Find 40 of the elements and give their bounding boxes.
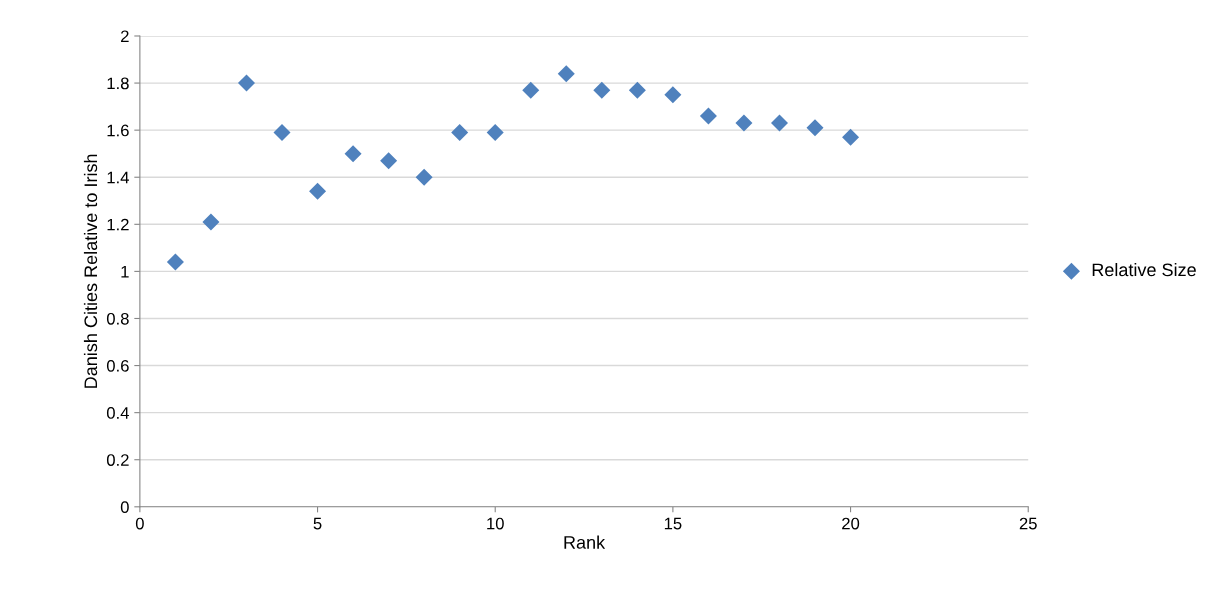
x-tick-label: 0 <box>135 517 144 530</box>
point <box>344 145 362 163</box>
y-tick-label: 0 <box>120 501 129 514</box>
y-tick-label: 0.4 <box>106 407 129 419</box>
point <box>237 74 255 92</box>
point <box>522 81 540 99</box>
point <box>202 213 220 231</box>
x-tick-label: 20 <box>842 517 860 530</box>
y-tick-label: 1.2 <box>107 218 129 231</box>
point <box>664 86 682 104</box>
point <box>451 124 469 142</box>
point <box>770 114 788 132</box>
point <box>628 81 646 99</box>
point <box>699 107 717 125</box>
y-tick-label: 1.6 <box>107 124 129 137</box>
point <box>806 119 824 137</box>
x-axis-title: Rank <box>564 535 606 549</box>
point <box>842 128 860 146</box>
y-axis-title: Danish Cities Relative to Irish <box>83 154 98 388</box>
point <box>415 168 433 186</box>
point <box>735 114 753 132</box>
point <box>166 253 184 271</box>
point <box>309 182 327 200</box>
point <box>273 124 291 142</box>
y-tick-label: 2 <box>121 30 129 43</box>
point <box>557 65 575 83</box>
x-tick-label: 15 <box>664 517 682 530</box>
y-tick-label: 0.2 <box>106 454 129 466</box>
y-tick-label: 0.6 <box>106 359 129 372</box>
y-tick-label: 1 <box>121 265 129 278</box>
point <box>486 124 504 142</box>
legend-label: Relative Size <box>1092 262 1196 277</box>
y-tick-label: 1.8 <box>107 77 129 90</box>
x-tick-label: 25 <box>1019 517 1037 530</box>
y-tick-label: 1.4 <box>107 171 129 184</box>
y-tick-label: 0.8 <box>106 312 129 325</box>
x-tick-label: 10 <box>487 517 504 530</box>
point <box>380 152 398 170</box>
x-tick-label: 5 <box>313 517 322 530</box>
point <box>593 81 611 99</box>
